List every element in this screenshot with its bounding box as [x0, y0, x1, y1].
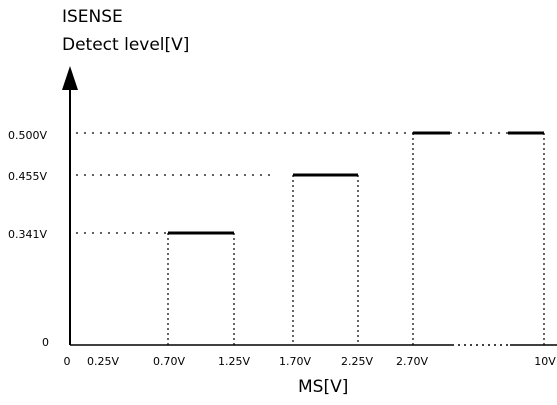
x-axis-title: MS[V] [298, 377, 348, 397]
y-tick-label: 0.500V [8, 129, 47, 142]
y-axis-arrow-icon [62, 66, 78, 90]
x-tick-label: 0.70V [153, 355, 185, 368]
y-tick-label: 0.455V [8, 170, 47, 183]
x-origin-label: 0 [64, 355, 71, 368]
y-axis-title-line1: ISENSE [62, 7, 123, 27]
x-tick-label: 2.25V [341, 355, 373, 368]
y-origin-label: 0 [42, 336, 49, 349]
y-axis-title-line2: Detect level[V] [62, 35, 189, 55]
x-tick-label: 0.25V [87, 355, 119, 368]
y-tick-label: 0.341V [8, 228, 47, 241]
x-tick-label: 1.70V [279, 355, 311, 368]
x-tick-label: 1.25V [218, 355, 250, 368]
x-tick-label: 10V [534, 355, 556, 368]
x-tick-label: 2.70V [396, 355, 428, 368]
